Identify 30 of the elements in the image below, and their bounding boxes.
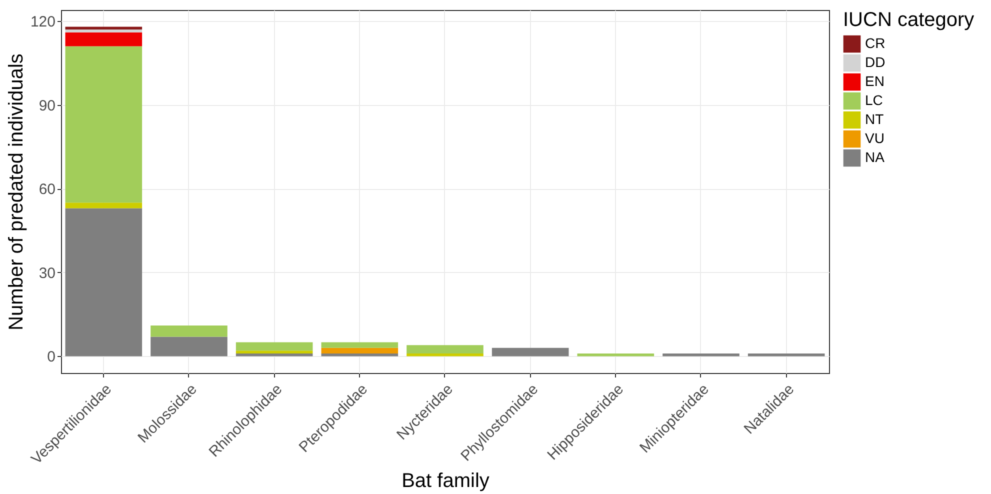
- legend-label: NT: [865, 111, 884, 127]
- bar: [65, 46, 142, 203]
- y-tick-label: 0: [47, 348, 56, 366]
- bar: [150, 336, 228, 356]
- bar: [65, 32, 142, 46]
- legend-label: EN: [865, 73, 884, 89]
- bar: [236, 342, 313, 351]
- bar: [65, 30, 142, 32]
- y-tick-label: 30: [38, 264, 56, 282]
- legend-label: LC: [865, 92, 883, 108]
- legend-label: NA: [865, 149, 886, 165]
- bar: [236, 350, 313, 354]
- y-tick-label: 90: [38, 97, 56, 114]
- bar: [65, 208, 142, 356]
- legend-label: VU: [865, 130, 884, 146]
- bar: [65, 202, 142, 208]
- legend-title: IUCN category: [843, 9, 974, 31]
- bar: [406, 353, 484, 356]
- bar: [492, 348, 569, 356]
- y-axis-title: Number of predated individuals: [5, 54, 28, 330]
- bar: [321, 342, 398, 348]
- y-tick-label: 60: [38, 181, 56, 198]
- legend-label: CR: [865, 35, 886, 51]
- legend-label: DD: [865, 54, 886, 70]
- bar: [662, 353, 740, 356]
- bar: [321, 348, 398, 354]
- x-axis-title: Bat family: [402, 470, 490, 492]
- bar: [150, 326, 228, 337]
- y-tick-label: 120: [30, 14, 56, 31]
- bar: [406, 345, 484, 354]
